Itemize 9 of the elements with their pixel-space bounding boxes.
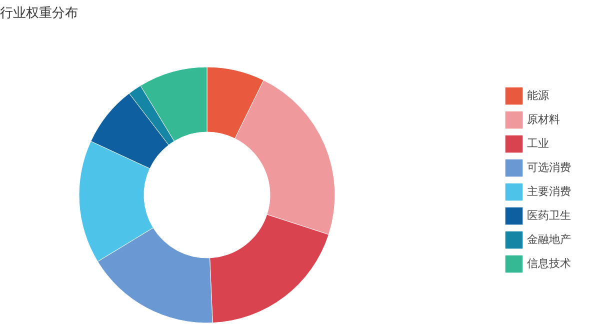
legend-label: 可选消费 bbox=[527, 161, 571, 174]
legend-label: 主要消费 bbox=[527, 185, 571, 198]
legend-label: 原材料 bbox=[527, 113, 560, 126]
chart-title: 行业权重分布 bbox=[0, 6, 78, 21]
legend-label: 医药卫生 bbox=[527, 209, 571, 222]
legend-label: 工业 bbox=[527, 137, 549, 150]
legend-label: 信息技术 bbox=[527, 257, 571, 270]
legend-label: 能源 bbox=[527, 89, 549, 102]
legend-label: 金融地产 bbox=[527, 233, 571, 246]
